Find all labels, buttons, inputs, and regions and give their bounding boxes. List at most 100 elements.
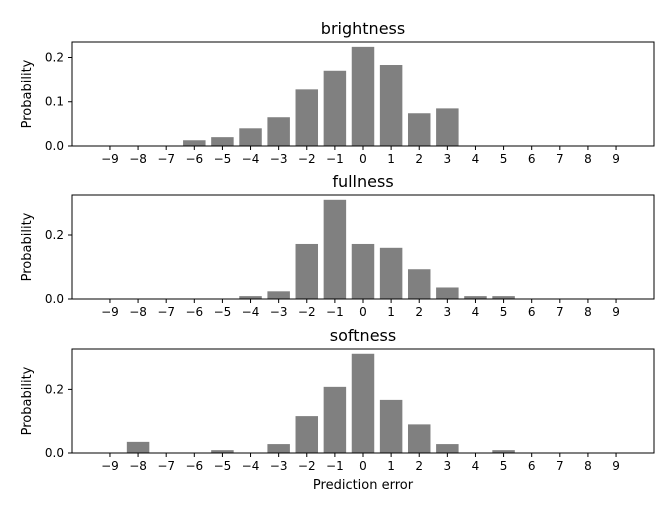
panel-1-x-tick-label-1: 1 [387, 152, 395, 166]
panel-3-bar-−1 [323, 386, 347, 453]
panel-3-x-tick-label-−7: −7 [157, 459, 175, 473]
panel-2-x-tick-label-−7: −7 [157, 305, 175, 319]
panel-2-title: fullness [332, 172, 393, 191]
panel-3-x-tick-label-9: 9 [612, 459, 620, 473]
panel-1-x-tick-label-2: 2 [415, 152, 423, 166]
panel-3-bar-3 [436, 444, 459, 453]
panel-3-bar-1 [379, 399, 403, 453]
panel-1-x-tick-label-7: 7 [556, 152, 564, 166]
panel-1-x-tick-label-−3: −3 [270, 152, 288, 166]
panel-2-x-tick-label-6: 6 [528, 305, 536, 319]
panel-2-x-tick-label-0: 0 [359, 305, 367, 319]
panel-3-x-tick-label-−2: −2 [298, 459, 316, 473]
panel-2-x-tick-label-−2: −2 [298, 305, 316, 319]
panel-3-bar-0 [351, 353, 375, 453]
panel-3-x-tick-label-−5: −5 [214, 459, 232, 473]
panel-2-bar-−4 [239, 296, 262, 299]
panel-3-bar-−2 [295, 416, 319, 453]
panel-2-x-tick-label-−4: −4 [242, 305, 260, 319]
panel-3-x-tick-label-−9: −9 [101, 459, 119, 473]
panel-2-bar-4 [464, 296, 487, 299]
panel-2-x-tick-label-1: 1 [387, 305, 395, 319]
panel-2-x-tick-label-−9: −9 [101, 305, 119, 319]
panel-3-x-tick-label-4: 4 [472, 459, 480, 473]
panel-1-x-tick-label-3: 3 [444, 152, 452, 166]
panel-2-bar-−3 [267, 291, 290, 299]
panel-2-x-tick-label-4: 4 [472, 305, 480, 319]
panel-2-bar-1 [379, 247, 403, 299]
panel-3-bar-−3 [267, 444, 290, 453]
panel-1-x-tick-label-−4: −4 [242, 152, 260, 166]
panel-1-x-tick-label-9: 9 [612, 152, 620, 166]
panel-3-x-tick-label-5: 5 [500, 459, 508, 473]
panel-1-bar-−1 [323, 70, 347, 146]
panel-1-bar-−2 [295, 89, 319, 146]
panel-2-x-tick-label-−1: −1 [326, 305, 344, 319]
panel-2-x-tick-label-3: 3 [444, 305, 452, 319]
panel-2-x-tick-label-−3: −3 [270, 305, 288, 319]
panel-1-x-tick-label-−1: −1 [326, 152, 344, 166]
panel-3-x-tick-label-7: 7 [556, 459, 564, 473]
panel-3-x-tick-label-−1: −1 [326, 459, 344, 473]
panel-2-bar-−2 [295, 243, 319, 299]
panel-3-x-tick-label-−6: −6 [185, 459, 203, 473]
panel-2-bar-0 [351, 243, 375, 299]
panel-2-bar-5 [492, 296, 515, 299]
panel-2-bar-−1 [323, 199, 347, 299]
panel-1-x-tick-label-−8: −8 [129, 152, 147, 166]
panel-3-x-tick-label-2: 2 [415, 459, 423, 473]
panel-2-x-tick-label-7: 7 [556, 305, 564, 319]
panel-3-title: softness [330, 326, 396, 345]
panel-2-y-tick-label-0.0: 0.0 [45, 292, 64, 306]
panel-3-x-tick-label-6: 6 [528, 459, 536, 473]
panel-1-bar-−4 [239, 128, 262, 146]
panel-2-x-tick-label-8: 8 [584, 305, 592, 319]
panel-3-x-tick-label-−3: −3 [270, 459, 288, 473]
panel-1-bar-3 [436, 108, 459, 146]
panel-1-bar-0 [351, 46, 375, 147]
panel-1-y-tick-label-0.1: 0.1 [45, 95, 64, 109]
panel-3-bar-2 [407, 424, 431, 453]
panel-1-bar-2 [407, 113, 431, 146]
panel-1-bar-−5 [211, 137, 234, 146]
panel-1-x-tick-label-−5: −5 [214, 152, 232, 166]
panel-1-x-tick-label-−6: −6 [185, 152, 203, 166]
panel-2-x-tick-label-−5: −5 [214, 305, 232, 319]
panel-3-x-tick-label-−4: −4 [242, 459, 260, 473]
panel-2-bar-2 [407, 269, 431, 299]
panel-2-y-axis-label: Probability [20, 212, 35, 281]
panel-2-x-tick-label-−8: −8 [129, 305, 147, 319]
panel-1-x-tick-label-6: 6 [528, 152, 536, 166]
panel-3-x-tick-label-1: 1 [387, 459, 395, 473]
panel-1-x-tick-label-8: 8 [584, 152, 592, 166]
panel-3-y-tick-label-0.0: 0.0 [45, 446, 64, 460]
panel-3-x-tick-label-−8: −8 [129, 459, 147, 473]
panel-3-x-tick-label-3: 3 [444, 459, 452, 473]
panel-3-y-tick-label-0.2: 0.2 [45, 382, 64, 396]
panel-3-x-tick-label-0: 0 [359, 459, 367, 473]
panel-1-bar-−6 [183, 140, 206, 146]
panel-1-x-tick-label-−2: −2 [298, 152, 316, 166]
panel-1-y-axis-label: Probability [20, 59, 35, 128]
panel-1-title: brightness [321, 19, 405, 38]
panel-2-x-tick-label-5: 5 [500, 305, 508, 319]
panel-2-x-tick-label-9: 9 [612, 305, 620, 319]
panel-1-x-tick-label-5: 5 [500, 152, 508, 166]
panel-1-x-tick-label-4: 4 [472, 152, 480, 166]
panel-1-bar-1 [379, 65, 403, 146]
panel-1-x-tick-label-−9: −9 [101, 152, 119, 166]
panel-2-x-tick-label-−6: −6 [185, 305, 203, 319]
panel-3-bar-5 [492, 450, 515, 453]
panel-2-y-tick-label-0.2: 0.2 [45, 228, 64, 242]
panel-1-x-tick-label-−7: −7 [157, 152, 175, 166]
panel-1-y-tick-label-0.0: 0.0 [45, 139, 64, 153]
panel-3-bar-−5 [211, 450, 234, 453]
panel-3-bar-−8 [126, 441, 150, 453]
panel-2-x-tick-label-2: 2 [415, 305, 423, 319]
panel-1-y-tick-label-0.2: 0.2 [45, 50, 64, 64]
panel-3-x-tick-label-8: 8 [584, 459, 592, 473]
panel-1-bar-−3 [267, 117, 290, 146]
panel-2-bar-3 [436, 287, 459, 299]
panel-3-y-axis-label: Probability [20, 366, 35, 435]
